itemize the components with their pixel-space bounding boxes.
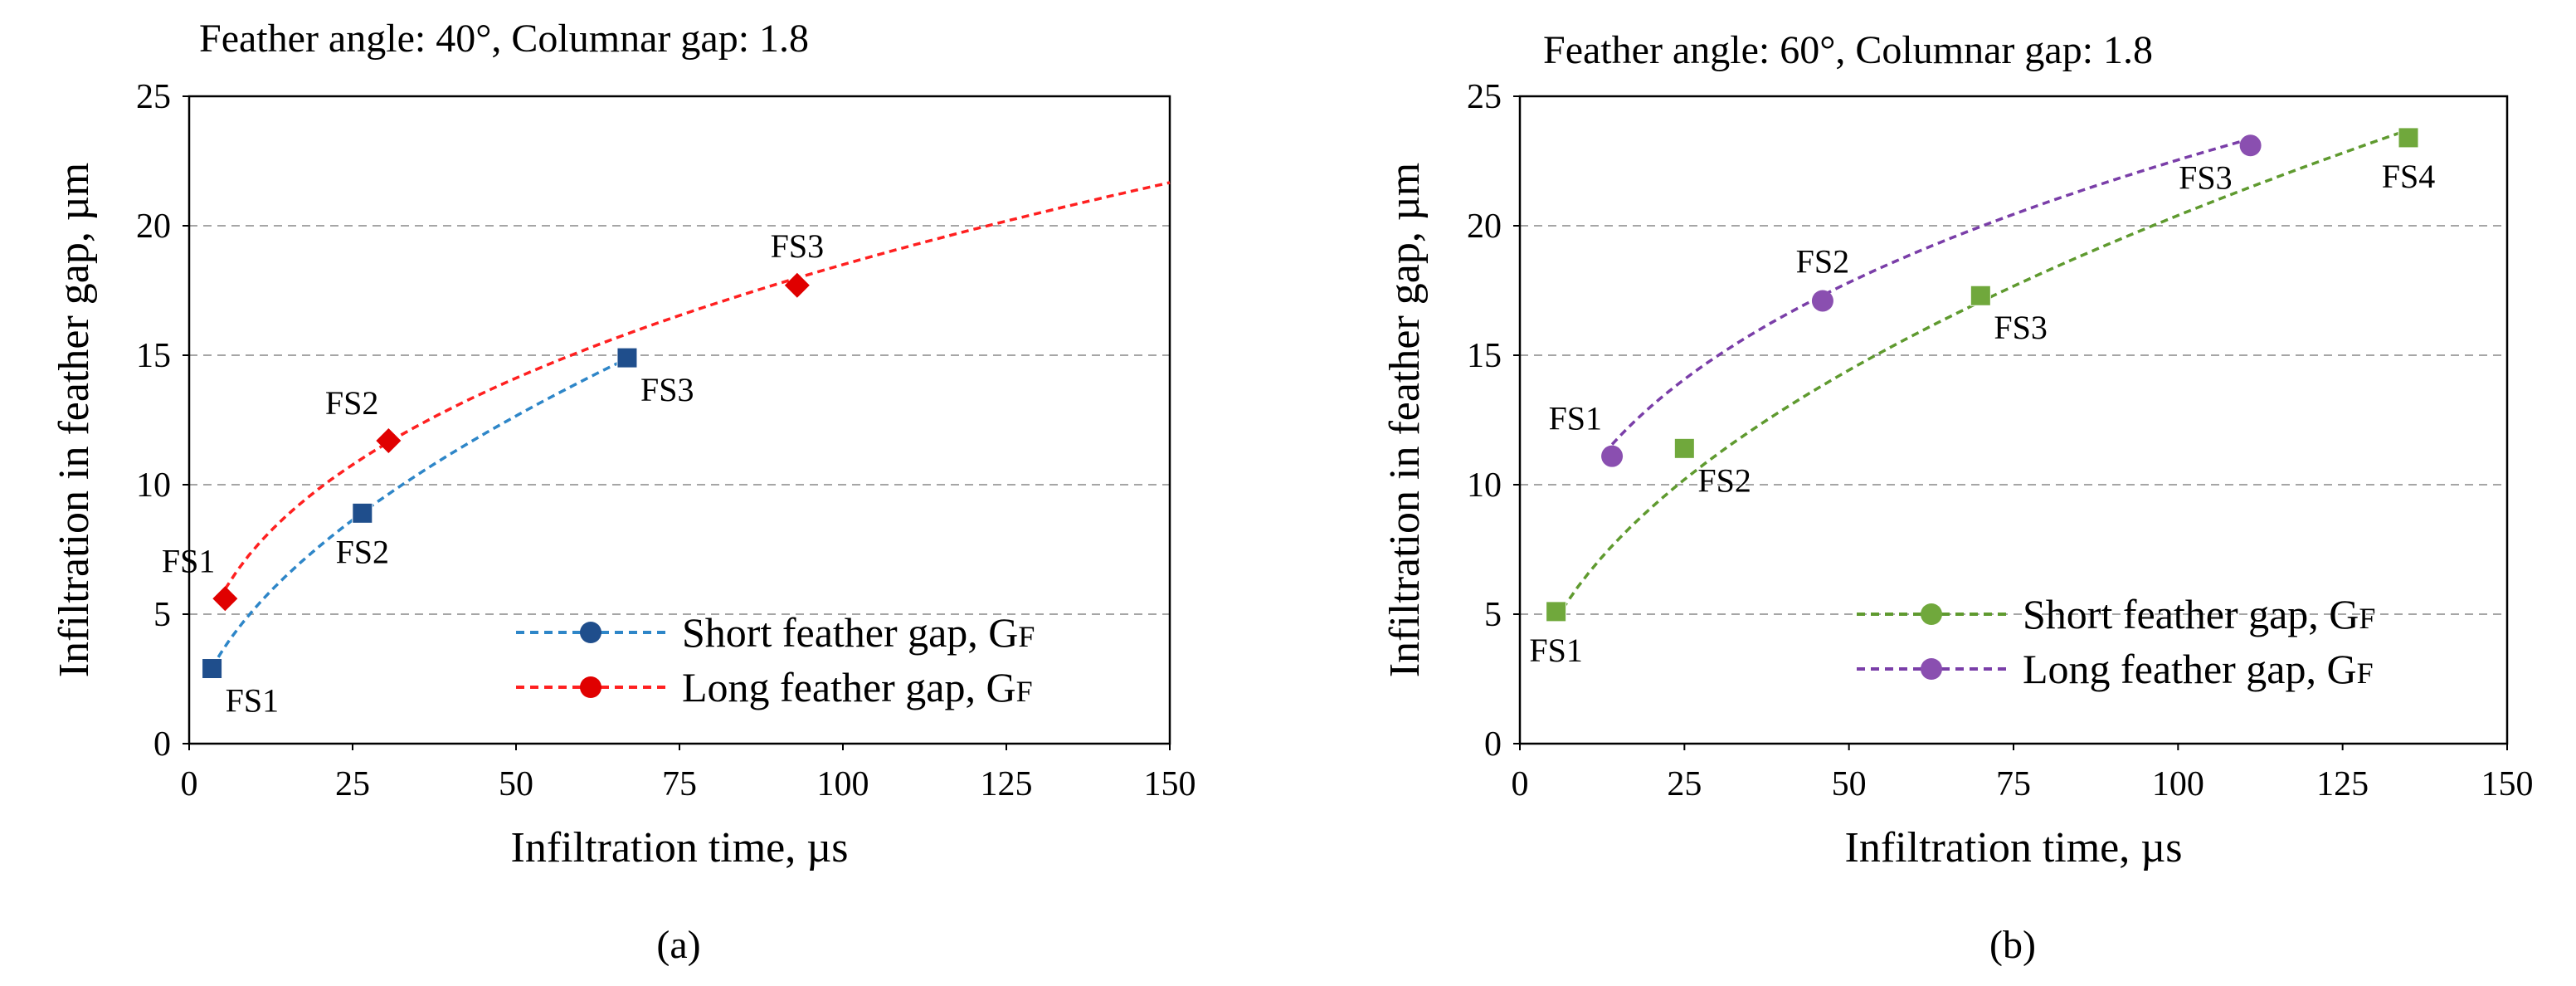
x-tick-label: 0	[181, 765, 198, 803]
x-tick-label: 100	[817, 765, 869, 803]
y-tick-label: 15	[1467, 337, 1502, 375]
legend-marker	[580, 622, 601, 643]
point-label: FS2	[325, 384, 379, 422]
data-point	[1673, 437, 1695, 459]
legend-marker	[1921, 658, 1942, 680]
y-tick-label: 25	[1467, 78, 1502, 116]
point-label: FS3	[771, 227, 825, 265]
legend-marker	[580, 676, 601, 698]
legend-entry: Long feather gap, GF	[1857, 646, 2374, 692]
point-label: FS3	[2179, 159, 2233, 196]
x-tick-label: 150	[2481, 765, 2534, 803]
legend-label-subscript: F	[1016, 675, 1033, 708]
y-tick-label: 20	[136, 207, 171, 246]
point-label: FS2	[1796, 242, 1850, 280]
y-tick-label: 15	[136, 337, 171, 375]
x-tick-label: 75	[662, 765, 697, 803]
x-tick-label: 150	[1144, 765, 1196, 803]
trend-line	[1555, 128, 2409, 621]
x-tick-label: 125	[981, 765, 1033, 803]
x-tick-label: 50	[1832, 765, 1867, 803]
legend-label-subscript: F	[2357, 657, 2374, 690]
point-label: FS2	[336, 533, 390, 570]
data-point	[352, 502, 373, 524]
legend-label: Short feather gap, GF	[682, 609, 1035, 656]
x-tick-label: 50	[499, 765, 533, 803]
panel-caption: (a)	[656, 923, 700, 967]
y-tick-label: 5	[1484, 596, 1502, 634]
data-point	[616, 347, 638, 369]
point-label: FS3	[640, 371, 694, 408]
series-long-feather-gap: FS1 FS2 FS3	[162, 181, 1171, 612]
legend-entry: Short feather gap, GF	[516, 609, 1035, 656]
data-point	[1970, 285, 1991, 306]
y-tick-label: 10	[1467, 466, 1502, 505]
data-point	[376, 427, 402, 453]
data-point	[1601, 445, 1624, 467]
panel-caption: (b)	[1989, 923, 2036, 967]
point-label: FS1	[226, 682, 280, 720]
legend-label-subscript: F	[2359, 602, 2375, 635]
x-axis-label: Infiltration time, µs	[1845, 824, 2183, 871]
y-tick-label: 5	[153, 596, 171, 634]
chart-a: 0 5 10 15 20 25 0 25 50 75 100 125 150 Infiltration t…	[51, 17, 1196, 967]
legend-label: Short feather gap, GF	[2023, 591, 2375, 637]
x-tick-label: 25	[335, 765, 370, 803]
data-point	[2239, 134, 2262, 157]
x-axis-label: Infiltration time, µs	[511, 824, 849, 871]
point-label: FS2	[1697, 461, 1751, 499]
data-point	[2398, 127, 2419, 149]
legend-marker	[1921, 603, 1942, 625]
x-tick-label: 100	[2152, 765, 2204, 803]
y-tick-label: 20	[1467, 207, 1502, 246]
legend-label: Long feather gap, GF	[2023, 646, 2374, 692]
legend-entry: Short feather gap, GF	[1857, 591, 2375, 637]
plot-frame	[1518, 95, 2509, 745]
data-point	[202, 658, 223, 680]
series-short-feather-gap: FS1 FS2 FS3 FS4	[1529, 127, 2436, 669]
y-axis-label: Infiltration in feather gap, µm	[1381, 163, 1429, 678]
data-point	[784, 272, 810, 298]
chart-b: 0 5 10 15 20 25 0 25 50 75 100 125 150 Infiltration t…	[1381, 28, 2534, 967]
x-tick-label: 125	[2316, 765, 2369, 803]
point-label: FS1	[1529, 632, 1583, 669]
point-label: FS1	[162, 542, 216, 579]
legend-label: Long feather gap, GF	[682, 664, 1033, 710]
trend-line	[211, 357, 628, 669]
x-tick-label: 75	[1996, 765, 2031, 803]
series-short-feather-gap: FS1 FS2 FS3	[202, 347, 694, 720]
chart-title: Feather angle: 40°, Columnar gap: 1.8	[199, 17, 809, 61]
data-point	[212, 586, 238, 612]
data-point	[1546, 601, 1567, 622]
y-axis-label: Infiltration in feather gap, µm	[51, 163, 98, 678]
y-tick-label: 0	[153, 725, 171, 764]
point-label: FS3	[1994, 309, 2048, 346]
legend-label-subscript: F	[1018, 620, 1035, 653]
data-point	[1811, 290, 1833, 312]
x-tick-label: 0	[1512, 765, 1529, 803]
trend-line	[1610, 137, 2252, 446]
x-tick-label: 25	[1667, 765, 1702, 803]
series-long-feather-gap: FS1 FS2 FS3	[1549, 134, 2262, 467]
y-tick-label: 0	[1484, 725, 1502, 764]
y-tick-label: 25	[136, 78, 171, 116]
y-tick-label: 10	[136, 466, 171, 505]
point-label: FS4	[2382, 158, 2436, 195]
chart-title: Feather angle: 60°, Columnar gap: 1.8	[1543, 28, 2153, 72]
legend-entry: Long feather gap, GF	[516, 664, 1033, 710]
point-label: FS1	[1549, 400, 1603, 437]
